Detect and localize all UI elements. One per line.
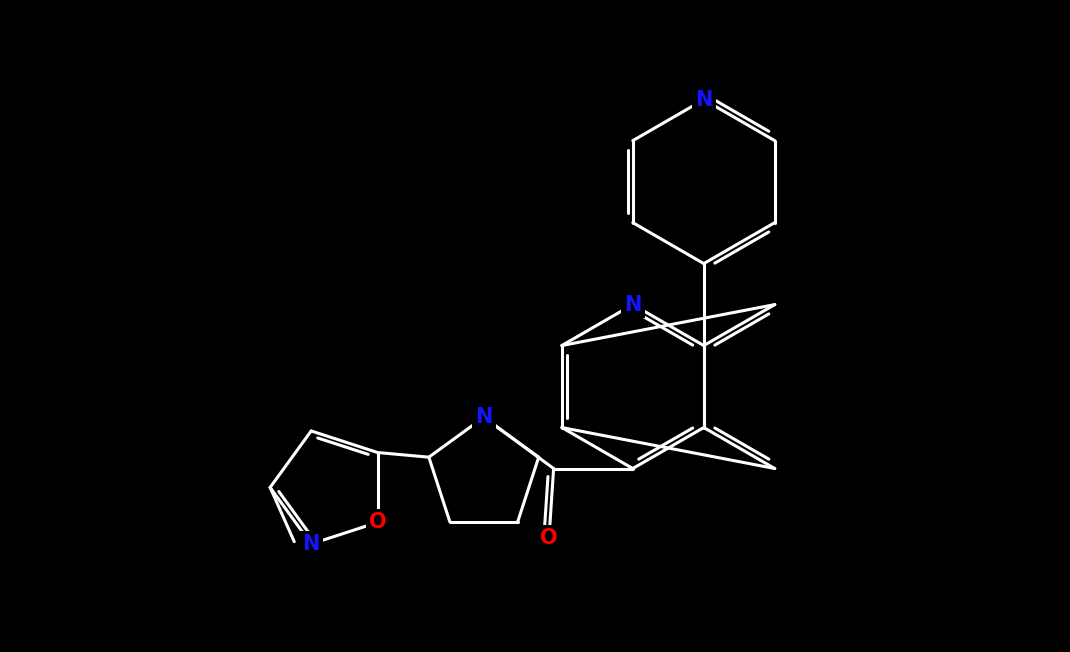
Text: N: N [475,408,492,427]
Text: N: N [696,90,713,110]
Text: O: O [369,512,386,533]
Text: N: N [624,295,642,314]
Text: N: N [303,534,320,554]
Text: O: O [540,528,557,548]
